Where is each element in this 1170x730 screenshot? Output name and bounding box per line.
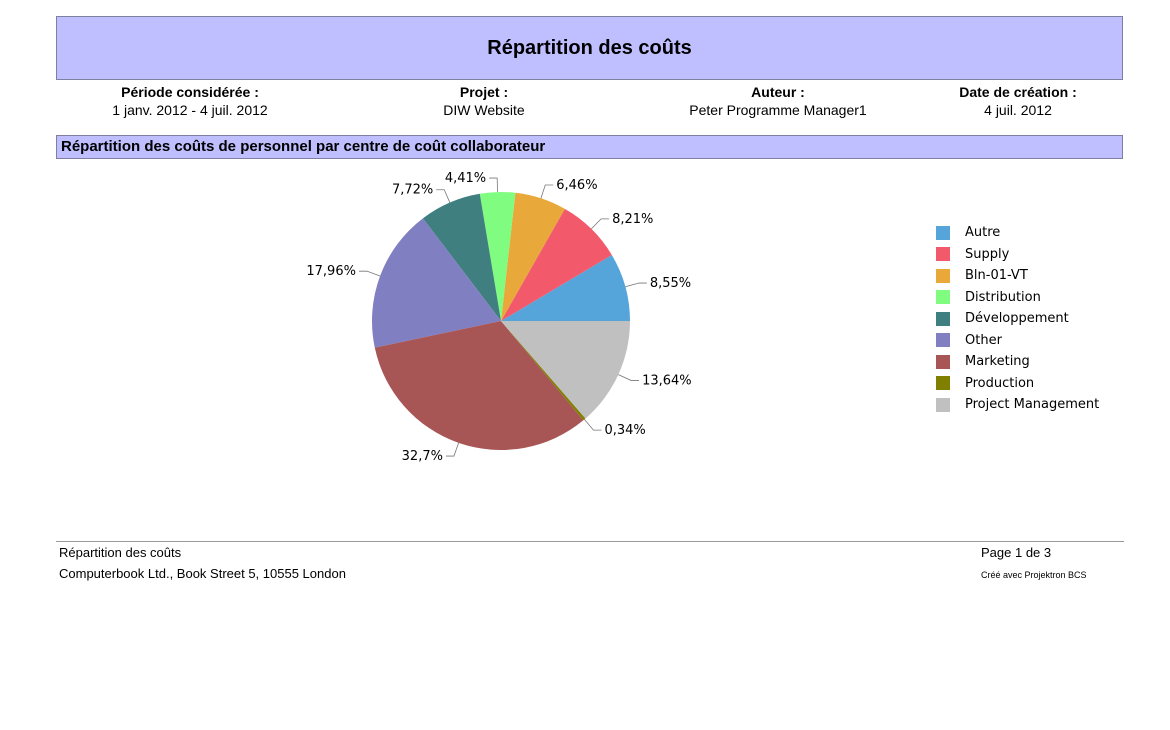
legend-item: Other (936, 330, 1099, 352)
pie-slice-supply (501, 208, 612, 321)
legend-label: Autre (965, 225, 1001, 241)
legend-label: Distribution (965, 289, 1041, 305)
legend-label: Marketing (965, 354, 1030, 370)
legend-label: Other (965, 332, 1002, 348)
legend-item: Production (936, 373, 1099, 395)
slice-percent-label: 7,72% (392, 183, 433, 198)
legend-item: Développement (936, 308, 1099, 330)
period-label: Période considérée : (121, 84, 259, 100)
legend-item: Supply (936, 244, 1099, 266)
label-leader-line (358, 270, 381, 277)
legend-swatch (936, 311, 950, 326)
date-label: Date de création : (959, 84, 1077, 100)
label-leader-line (591, 218, 610, 230)
label-leader-line (540, 184, 554, 199)
legend-item: Bln-01-VT (936, 265, 1099, 287)
legend-item: Project Management (936, 394, 1099, 416)
slice-percent-label: 8,55% (650, 276, 691, 291)
legend-swatch (936, 247, 950, 262)
slice-percent-label: 0,34% (604, 423, 645, 438)
pie-slice-d-veloppement (422, 193, 501, 321)
legend-item: Marketing (936, 351, 1099, 373)
section-title: Répartition des coûts de personnel par c… (56, 135, 1123, 159)
slice-percent-label: 4,41% (445, 171, 486, 186)
pie-slice-other (372, 218, 501, 348)
legend-label: Production (965, 375, 1035, 391)
slice-percent-label: 6,46% (556, 178, 597, 193)
pie-chart: 8,55% 8,21% 6,46% 4,41% 7,72% 17,96% 32,7% 0,34… (306, 171, 692, 464)
footer-divider (56, 541, 1124, 542)
legend-swatch (936, 225, 950, 240)
pie-slice-distribution (479, 192, 516, 321)
date-value: 4 juil. 2012 (984, 102, 1052, 118)
label-leader-line (618, 374, 640, 381)
footer-address: Computerbook Ltd., Book Street 5, 10555 … (59, 566, 346, 581)
project-value: DIW Website (443, 102, 525, 118)
legend-swatch (936, 268, 950, 283)
pie-slice-project-management (501, 321, 630, 419)
legend-swatch (936, 333, 950, 348)
period-block: Période considérée : 1 janv. 2012 - 4 ju… (90, 83, 290, 119)
date-block: Date de création : 4 juil. 2012 (928, 83, 1108, 119)
label-leader-line (625, 282, 647, 288)
pie-slice-autre (501, 254, 630, 321)
legend-label: Bln-01-VT (965, 268, 1028, 284)
page-number: Page 1 de 3 (981, 545, 1052, 560)
slice-percent-label: 13,64% (642, 373, 692, 388)
legend-label: Project Management (965, 397, 1100, 413)
pie-slice-production (501, 321, 586, 421)
author-value: Peter Programme Manager1 (689, 102, 867, 118)
project-block: Projet : DIW Website (384, 83, 584, 119)
report-title: Répartition des coûts (56, 16, 1123, 80)
legend-swatch (936, 376, 950, 391)
author-block: Auteur : Peter Programme Manager1 (668, 83, 888, 119)
legend-swatch (936, 354, 950, 369)
label-leader-line (445, 442, 459, 457)
footer-title: Répartition des coûts (59, 545, 182, 560)
label-leader-line (489, 177, 498, 193)
legend-label: Supply (965, 246, 1010, 262)
author-label: Auteur : (751, 84, 805, 100)
legend-swatch (936, 290, 950, 305)
slice-percent-label: 32,7% (402, 449, 443, 464)
legend-label: Développement (965, 311, 1069, 327)
pie-slice-marketing (374, 321, 584, 451)
legend-swatch (936, 397, 950, 412)
label-leader-line (584, 419, 602, 431)
pie-slice-bln-01-vt (501, 192, 565, 321)
label-leader-line (436, 189, 451, 203)
period-value: 1 janv. 2012 - 4 juil. 2012 (112, 102, 268, 118)
slice-percent-label: 8,21% (612, 212, 653, 227)
legend-item: Autre (936, 222, 1099, 244)
chart-legend: Autre Supply Bln-01-VT Distribution Développ… (936, 222, 1099, 416)
slice-percent-label: 17,96% (306, 264, 356, 279)
project-label: Projet : (459, 84, 509, 100)
created-with: Créé avec Projektron BCS (981, 570, 1087, 580)
legend-item: Distribution (936, 287, 1099, 309)
